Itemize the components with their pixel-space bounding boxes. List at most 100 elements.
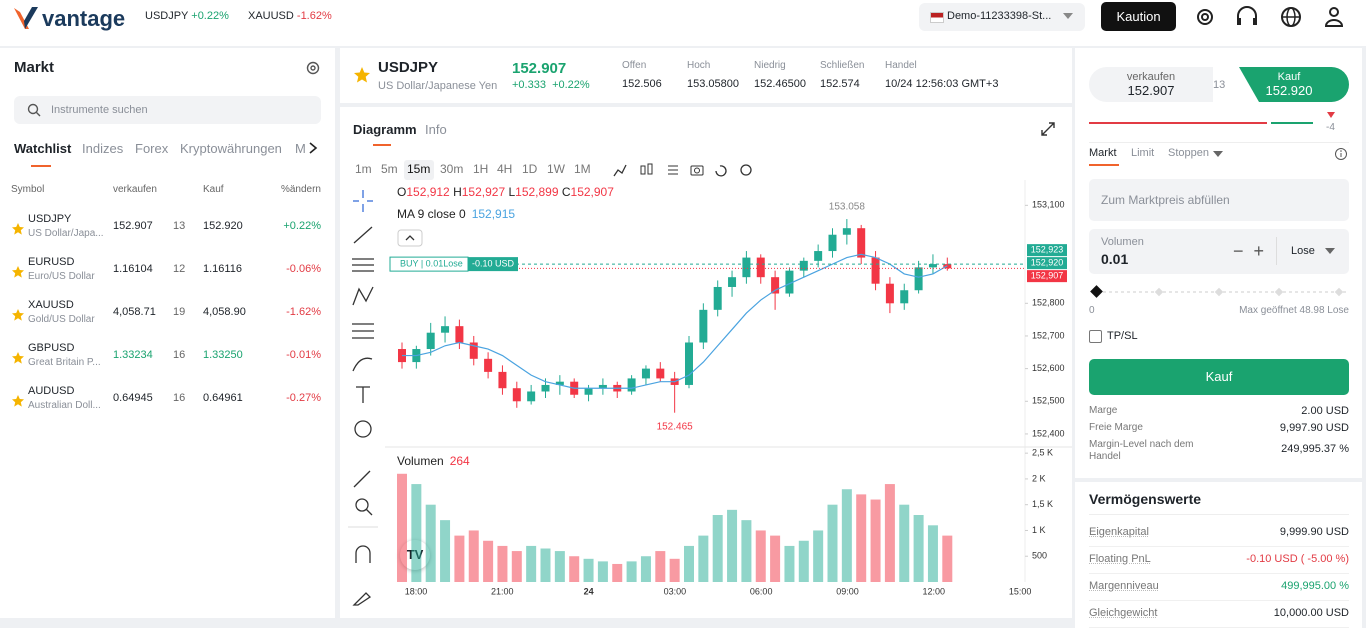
timeframe[interactable]: 4H	[497, 162, 513, 176]
volume-field[interactable]: Volumen 0.01 − + Lose	[1089, 229, 1349, 274]
timeframe[interactable]: 1W	[547, 162, 565, 176]
watchlist-row[interactable]: EURUSD Euro/US Dollar 1.16104 12 1.16116 -0.0…	[0, 253, 335, 293]
volume-bar	[655, 551, 666, 582]
volume-bar	[913, 515, 924, 582]
account: Demo-11233398-St...	[947, 10, 1052, 22]
ticker-change: +0.22%	[191, 10, 229, 22]
search-box[interactable]: Instrumente suchen	[14, 96, 321, 124]
market-tab[interactable]: Watchlist	[14, 141, 72, 156]
panel-title: Markt	[14, 59, 55, 76]
caret	[1325, 248, 1335, 254]
account-select[interactable]: Demo-11233398-St...	[919, 3, 1085, 31]
instrument-symbol: USDJPY	[378, 59, 439, 76]
buy-button[interactable]: Kauf 152.920	[1239, 67, 1349, 102]
ticker-symbol: USDJPY	[145, 10, 189, 22]
volume-bar	[698, 535, 709, 582]
market-tab[interactable]: Indizes	[82, 141, 124, 156]
deposit-button[interactable]: Kaution	[1101, 2, 1176, 31]
sell-bar	[1089, 122, 1267, 124]
price-tag-label: 152,923	[1031, 245, 1064, 255]
volume-tick-label: 2,5 K	[1032, 448, 1053, 458]
candle-body	[699, 309, 708, 343]
tpsl-checkbox[interactable]	[1089, 330, 1102, 343]
watchlist-row[interactable]: XAUUSD Gold/US Dollar 4,058.71 19 4,058.90 -1…	[0, 296, 335, 336]
info-label: Marge	[1089, 405, 1118, 416]
order-tab[interactable]: Markt	[1089, 147, 1117, 159]
info-label: Margin-Level nach dem Handel	[1089, 439, 1194, 462]
logo: vantage	[42, 6, 126, 31]
star[interactable]	[11, 394, 25, 408]
market-tab[interactable]: M	[295, 141, 306, 156]
volume-bar	[712, 515, 723, 582]
divider	[1089, 546, 1349, 547]
timeframe[interactable]: 1H	[473, 162, 489, 176]
volume-bar	[569, 556, 580, 582]
candle-body	[756, 257, 765, 278]
timeframe[interactable]: 1M	[574, 162, 591, 176]
divider	[1089, 142, 1349, 143]
buy: 152.920	[203, 220, 243, 232]
symbol: AUDUSD	[28, 385, 75, 397]
asset-value: -0.10 USD ( -5.00 %)	[1246, 553, 1349, 565]
timeframe[interactable]: 5m	[381, 162, 398, 176]
volume-stepper[interactable]: − +	[1233, 241, 1265, 261]
timeframe[interactable]: 1m	[355, 162, 372, 176]
candle-body	[885, 283, 894, 304]
watchlist-row[interactable]: USDJPY US Dollar/Japa... 152.907 13 152.920 +…	[0, 210, 335, 250]
divider	[1089, 573, 1349, 574]
chart-tab[interactable]: Diagramm	[353, 122, 417, 137]
price-field[interactable]: Zum Marktpreis abfüllen	[1089, 179, 1349, 221]
delta: -4	[1326, 122, 1335, 133]
market-tab[interactable]: Kryptowährungen	[180, 141, 282, 156]
price-tag-label: 152,920	[1031, 258, 1064, 268]
sell: 1.16104	[113, 263, 153, 275]
settings-icon[interactable]	[305, 60, 321, 76]
favorite-star[interactable]	[353, 66, 371, 84]
volume-tick-label: 1 K	[1032, 525, 1046, 535]
star[interactable]	[11, 265, 25, 279]
tab-underline	[373, 144, 391, 146]
y-tick-label: 152,800	[1032, 298, 1065, 308]
candle-body	[469, 342, 478, 359]
star[interactable]	[11, 308, 25, 322]
volume-bar	[397, 473, 407, 582]
order-tab[interactable]: Stoppen	[1168, 147, 1209, 159]
timeframe[interactable]: 15m	[407, 162, 431, 176]
order-tab[interactable]: Limit	[1131, 147, 1155, 159]
buy: 4,058.90	[203, 306, 246, 318]
volume-bar	[899, 504, 910, 582]
asset-label: Margenniveau	[1089, 580, 1159, 592]
legend-key: O	[397, 185, 406, 199]
info-icon[interactable]	[1334, 147, 1348, 161]
volume-bar	[497, 545, 508, 582]
legend-value: 152,899	[515, 185, 559, 199]
fullscreen-icon[interactable]	[1040, 121, 1056, 137]
buy-submit[interactable]: Kauf	[1089, 359, 1349, 395]
unit[interactable]: Lose	[1291, 245, 1315, 257]
market-tab[interactable]: Forex	[135, 141, 169, 156]
tab-scroll[interactable]	[307, 141, 319, 155]
y-tick-label: 152,700	[1032, 330, 1065, 340]
sell-button[interactable]: verkaufen 152.907	[1089, 67, 1213, 102]
timeframe[interactable]: 30m	[440, 162, 464, 176]
ma-legend: MA 9 close 0 152,915	[397, 207, 515, 221]
tpsl-label: TP/SL	[1107, 330, 1138, 342]
candle-body	[641, 368, 650, 379]
ticker[interactable]: XAUUSD -1.62%	[248, 10, 332, 22]
y-tick-label: 152,400	[1032, 428, 1065, 438]
watchlist-row[interactable]: GBPUSD Great Britain P... 1.33234 16 1.33250…	[0, 339, 335, 379]
star[interactable]	[11, 222, 25, 236]
slider[interactable]	[1089, 284, 1351, 300]
timeframe[interactable]: 1D	[522, 162, 538, 176]
legend-value: 152,907	[571, 185, 615, 199]
description: Australian Doll...	[28, 400, 101, 411]
watchlist-row[interactable]: AUDUSD Australian Doll... 0.64945 16 0.64961…	[0, 382, 335, 422]
star[interactable]	[11, 351, 25, 365]
chart-tab[interactable]: Info	[425, 122, 447, 137]
ma-name: MA 9 close 0	[397, 207, 466, 221]
search-icon	[27, 103, 41, 117]
stat-value: 152.574	[820, 78, 860, 90]
ticker[interactable]: USDJPY +0.22%	[145, 10, 229, 22]
candle-body	[498, 371, 507, 389]
tab-underline	[31, 165, 51, 167]
